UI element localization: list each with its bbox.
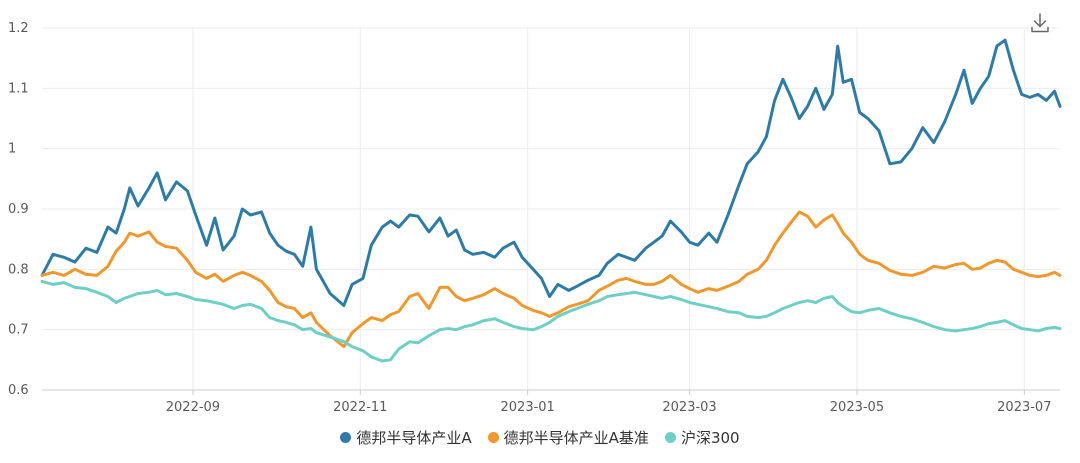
legend: 德邦半导体产业A 德邦半导体产业A基准 沪深300 bbox=[0, 426, 1080, 448]
x-tick-label: 2023-03 bbox=[662, 400, 716, 415]
y-tick-label: 0.7 bbox=[8, 323, 29, 338]
legend-item-2[interactable]: 德邦半导体产业A基准 bbox=[487, 427, 649, 448]
x-tick-label: 2023-05 bbox=[830, 400, 884, 415]
legend-label: 沪深300 bbox=[680, 428, 740, 447]
legend-marker bbox=[340, 431, 352, 443]
x-tick-label: 2023-01 bbox=[501, 400, 555, 415]
series-line-1 bbox=[40, 38, 1062, 307]
axes: 0.6 0.7 0.8 0.9 1 1.1 1.2 2022-09 2022-11 2023-01… bbox=[8, 21, 1060, 415]
x-tick-label: 2023-07 bbox=[997, 400, 1051, 415]
series-layer bbox=[40, 38, 1062, 363]
y-tick-label: 1.1 bbox=[8, 81, 29, 96]
x-tick-label: 2022-11 bbox=[333, 400, 387, 415]
y-tick-label: 1.2 bbox=[8, 21, 29, 36]
x-tick-label: 2022-09 bbox=[166, 400, 220, 415]
y-tick-label: 0.8 bbox=[8, 262, 29, 277]
legend-marker bbox=[664, 431, 676, 443]
legend-item-1[interactable]: 德邦半导体产业A bbox=[340, 427, 472, 448]
download-icon[interactable] bbox=[1030, 12, 1050, 34]
y-tick-label: 0.9 bbox=[8, 202, 29, 217]
legend-item-3[interactable]: 沪深300 bbox=[664, 427, 740, 448]
series-line-3 bbox=[40, 279, 1062, 363]
y-tick-label: 1 bbox=[8, 142, 16, 157]
y-tick-label: 0.6 bbox=[8, 383, 29, 398]
grid bbox=[42, 27, 1060, 390]
legend-label: 德邦半导体产业A基准 bbox=[503, 428, 649, 447]
legend-label: 德邦半导体产业A bbox=[356, 428, 472, 447]
legend-marker bbox=[487, 431, 499, 443]
series-line-2 bbox=[40, 210, 1062, 349]
